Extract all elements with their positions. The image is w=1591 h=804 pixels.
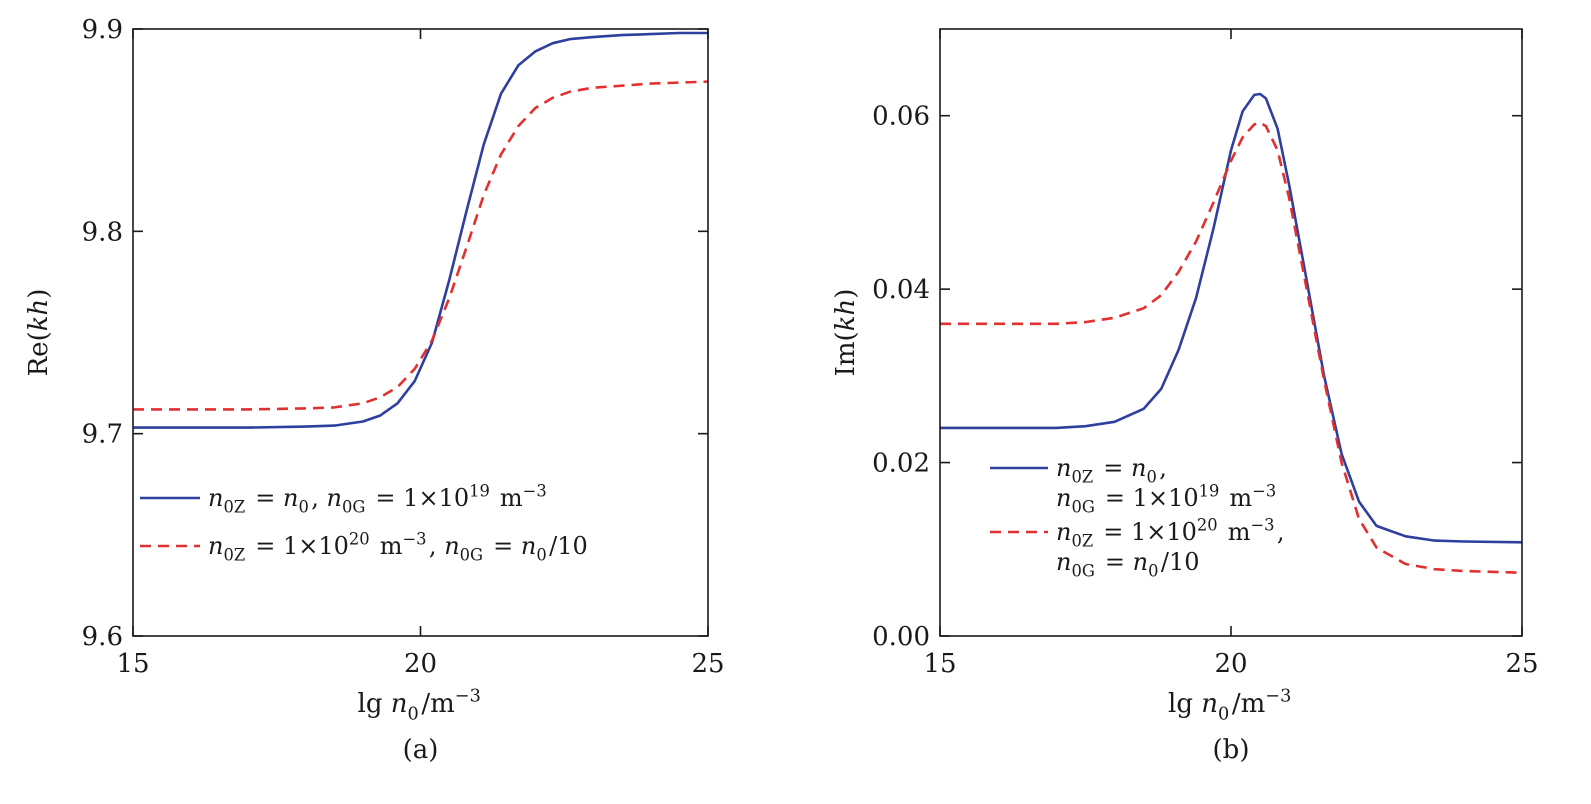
- x-tick-label: 25: [1505, 649, 1538, 679]
- legend-entry-2: n0Z = 1×1020 m−3 ,: [1056, 515, 1285, 550]
- x-axis-label: lg n0 /m−3: [1168, 687, 1294, 725]
- y-tick-label: 9.8: [82, 217, 123, 247]
- series-line-2: [940, 121, 1523, 574]
- x-tick-label: 15: [923, 649, 956, 679]
- x-tick-label: 20: [1214, 649, 1247, 679]
- legend: n0Z = n0 ,n0G = 1×1019 m−3 n0Z = 1×1020 …: [990, 454, 1285, 581]
- legend-entry-2: n0Z = 1×1020 m−3 , n0G = n0 /10: [208, 529, 588, 564]
- y-tick-label: 9.6: [82, 622, 123, 652]
- chart-panel-b: 15 20 25 0.00 0.02 0.04 0.06 lg n0 /m−3 Im(kh) (…: [831, 28, 1539, 765]
- series-line-1: [940, 92, 1523, 544]
- panel-label: (b): [1213, 735, 1250, 765]
- x-axis-label: lg n0 /m−3: [358, 687, 484, 725]
- x-tick-label: 20: [404, 649, 437, 679]
- legend-entry-2: n0G = n0 /10: [1056, 548, 1200, 581]
- y-axis-label: Im(kh): [831, 289, 861, 377]
- series-line-2: [133, 80, 709, 411]
- legend-entry-1: n0Z = n0 ,: [1056, 454, 1167, 487]
- y-tick-label: 0.04: [872, 275, 930, 305]
- x-tick-label: 25: [691, 649, 724, 679]
- y-tick-label: 0.00: [872, 622, 930, 652]
- legend-entry-1: n0Z = n0 , n0G = 1×1019 m−3: [208, 481, 549, 516]
- legend: n0Z = n0 , n0G = 1×1019 m−3 n0Z = 1×1020…: [140, 481, 588, 565]
- x-tick-label: 15: [116, 649, 149, 679]
- y-tick-label: 0.06: [872, 102, 930, 132]
- legend-entry-1: n0G = 1×1019 m−3: [1056, 481, 1279, 516]
- series-line-1: [133, 31, 708, 429]
- y-tick-label: 9.7: [82, 420, 123, 450]
- y-tick-label: 0.02: [872, 449, 930, 479]
- panel-label: (a): [403, 735, 439, 765]
- chart-panel-a: 15 20 25 9.6 9.7 9.8 9.9 lg n0 /m−3 Re(kh) (a) n0…: [24, 15, 725, 765]
- y-tick-label: 9.9: [82, 15, 123, 45]
- y-axis-label: Re(kh): [24, 289, 54, 377]
